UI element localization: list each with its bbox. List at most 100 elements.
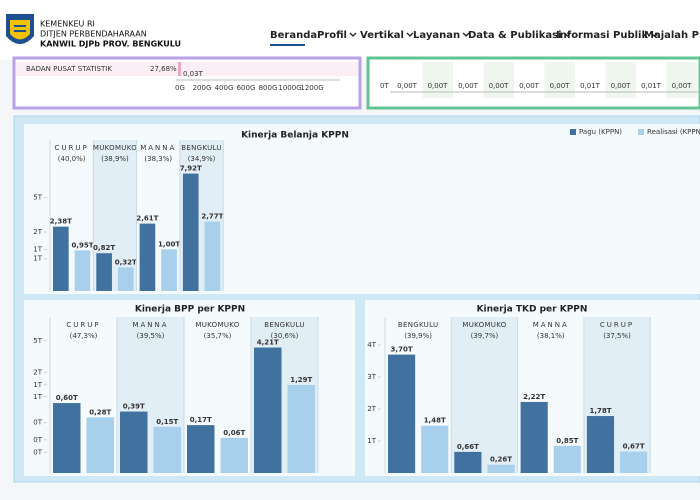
chart-title: Kinerja TKD per KPPN [477,305,588,315]
group-name: CURUP [55,144,89,152]
nav-link[interactable]: Vertikal [360,30,404,41]
value-label: 0,00T [458,82,479,90]
value-label: 0,03T [183,70,204,78]
x-tick-label: 200G [193,84,212,92]
value-label: 4,21T [257,339,279,347]
value-label: 0,15T [156,418,178,426]
bar [96,253,112,291]
y-tick-label: 5T [33,194,42,202]
value-label: 0,39T [123,403,145,411]
chart-title: Kinerja Belanja KPPN [241,131,349,141]
value-label: 7,92T [180,165,202,173]
group-share: (39,9%) [404,332,432,340]
row-label: BADAN PUSAT STATISTIK [26,65,112,73]
bar [520,401,548,473]
group-share: (30,6%) [271,332,299,340]
bar [178,62,181,76]
value-label: 2,61T [136,215,158,223]
group-share: (38,9%) [101,155,129,163]
value-label: 2,38T [50,218,72,226]
value-label: 0,17T [190,416,212,424]
nav-link[interactable]: Data & Publikasi [468,30,562,41]
value-label: 2,77T [201,213,223,221]
bar [388,354,416,473]
column-band [605,62,636,98]
value-label: 0,85T [556,437,578,445]
logo[interactable] [6,14,34,44]
value-label: 0,82T [93,244,115,252]
x-tick-label: 400G [215,84,234,92]
value-label: 0,32T [115,258,137,266]
nav-link[interactable]: Beranda [270,30,317,41]
value-label: 0,26T [490,456,512,464]
logo-inner [10,20,30,40]
group-share: (40,0%) [58,155,86,163]
bar [120,411,148,473]
y-tick-label: 0T [33,449,42,457]
bar [187,425,215,473]
nav-chevron [349,32,357,37]
value-label: 0,00T [519,82,540,90]
value-label: 2,22T [523,393,545,401]
group-name: MUKOMUKO [195,321,239,329]
logo-lines [14,25,26,32]
bar [553,445,581,473]
nav-link[interactable]: Layanan [413,30,460,41]
group-name: MANNA [132,321,168,329]
column-band [666,62,697,98]
column-band [544,62,575,98]
y-tick-label: 4T [367,341,376,349]
group-name: BENGKULU [398,321,439,329]
group-share: (37,5%) [603,332,631,340]
bar [287,385,315,473]
y-tick-label: 1T [33,245,42,253]
nav-chevron [650,32,658,37]
nav-link[interactable]: Majalah PEND [644,30,700,41]
group-name: BENGKULU [264,321,305,329]
nav-link[interactable]: Informasi Publik [556,30,648,41]
bar [139,223,156,291]
y-tick-label: 2T [33,369,42,377]
x-tick-label: 600G [237,84,256,92]
chart-title: Kinerja BPP per KPPN [135,305,245,315]
value-label: 0,00T [489,82,510,90]
group-name: MANNA [140,144,176,152]
group-name: BENGKULU [181,144,222,152]
value-label: 0,28T [89,408,111,416]
group-name: CURUP [600,321,634,329]
group-share: (39,7%) [471,332,499,340]
bar [586,416,615,473]
value-label: 0,00T [428,82,449,90]
bar [487,464,515,473]
row-band [16,62,358,76]
x-tick-label: 1200G [300,84,323,92]
nav-chevron [564,32,571,37]
bar [74,250,91,291]
bar [161,249,177,291]
bar [182,173,199,291]
value-label: 0,66T [457,443,479,451]
group-share: (34,9%) [188,155,216,163]
org-line: KANWIL DJPb PROV. BENGKULU [40,40,181,49]
value-label: 1,48T [424,417,446,425]
value-label: 0,67T [623,443,645,451]
legend-swatch [570,129,576,135]
group-share: (35,7%) [204,332,232,340]
bar [86,417,114,473]
bar [454,451,482,473]
value-label: 0,00T [611,82,632,90]
nav-link[interactable]: Profil [317,30,347,41]
y-tick-label: 1T [33,381,42,389]
nav-chevron [406,32,414,37]
value-label: 0,95T [71,241,93,249]
bar [204,221,221,291]
value-label: 0,00T [672,82,693,90]
bar [53,403,81,473]
group-name: CURUP [66,321,100,329]
y-tick-label: 3T [367,373,376,381]
value-label: 1,29T [290,376,312,384]
bar [620,451,648,473]
group-share: (39,5%) [137,332,165,340]
bar [220,437,248,473]
